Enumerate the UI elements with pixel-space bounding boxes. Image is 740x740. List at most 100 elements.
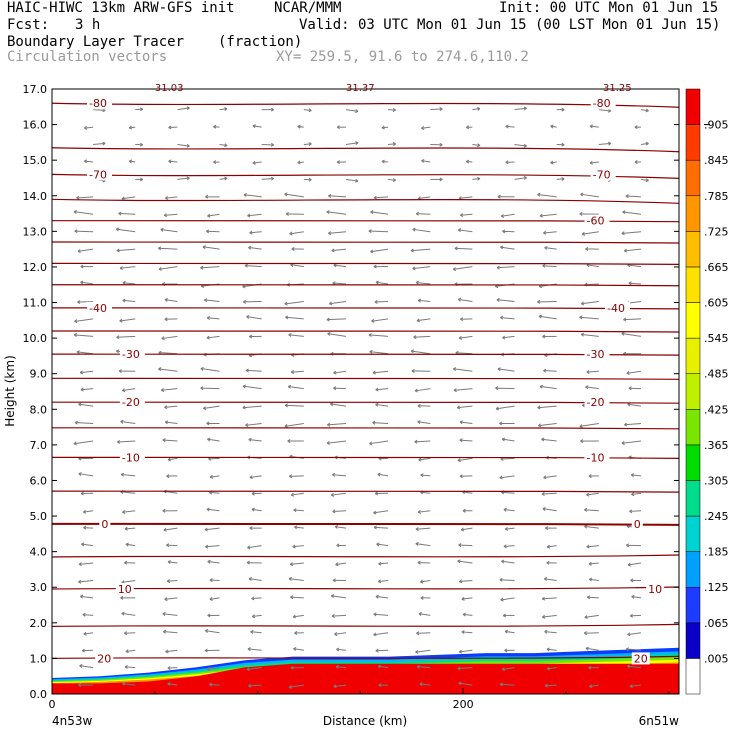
wind-vector: [247, 545, 262, 550]
wind-vector: [292, 544, 304, 549]
forecast-hours: 3 h: [75, 17, 101, 33]
wind-vector: [459, 438, 473, 443]
colorbar-label: .065: [704, 617, 729, 630]
wind-vector: [118, 211, 136, 216]
wind-vector: [116, 248, 136, 253]
wind-vector: [556, 107, 565, 112]
isotherm-label-bg: [584, 214, 610, 227]
wind-vector: [79, 664, 94, 669]
wind-vector: [158, 266, 178, 271]
wind-vector: [581, 231, 599, 236]
wind-vector: [327, 331, 347, 337]
wind-vector: [83, 525, 94, 530]
wind-vector: [160, 227, 178, 233]
wind-vector: [160, 388, 178, 392]
wind-vector: [120, 595, 136, 600]
forecast-label: Fcst:: [7, 17, 50, 33]
isotherm-label-bg: [631, 652, 650, 665]
isotherm-label-bg: [119, 451, 145, 464]
wind-vector: [460, 527, 473, 532]
wind-vector: [416, 318, 431, 323]
wind-vector: [335, 562, 347, 567]
wind-vector: [430, 107, 443, 111]
wind-vector: [495, 405, 515, 411]
wind-vector: [623, 248, 642, 253]
isotherm-line: [51, 307, 680, 310]
isotherm-label: -70: [89, 168, 107, 181]
wind-vector: [161, 335, 178, 341]
wind-vector: [294, 630, 304, 635]
isotherm-label: 20: [97, 652, 111, 665]
wind-vector: [370, 248, 389, 254]
isotherm-line: [51, 284, 680, 287]
wind-vector: [374, 299, 389, 304]
wind-vector: [373, 510, 389, 515]
wind-vector: [332, 509, 346, 514]
wind-vector: [164, 195, 178, 200]
wind-vector: [585, 646, 599, 651]
wind-vector: [586, 544, 599, 549]
wind-vector: [331, 248, 347, 253]
wind-vector: [544, 245, 557, 250]
wind-vector: [579, 315, 599, 320]
wind-vector: [219, 107, 228, 111]
isotherm-line: [51, 102, 680, 108]
wind-vector: [472, 106, 481, 111]
wind-vector: [326, 440, 347, 445]
wind-vector: [135, 177, 144, 182]
x-tick-label: 200: [453, 698, 474, 711]
wind-vector: [417, 403, 431, 408]
wind-vector: [297, 160, 304, 165]
wind-vector: [122, 681, 136, 686]
wind-vector: [588, 474, 599, 479]
wind-vector: [499, 682, 515, 687]
wind-vector: [284, 423, 304, 428]
wind-vector: [514, 106, 527, 111]
wind-vector: [303, 177, 312, 182]
wind-vector: [546, 544, 557, 549]
wind-vector: [336, 543, 346, 548]
wind-vector: [290, 370, 304, 374]
top-labels: 31.03 31.37 31.25: [155, 83, 632, 94]
wind-vector: [177, 176, 190, 181]
wind-vector: [373, 195, 389, 200]
wind-vector: [124, 526, 136, 531]
wind-vector: [371, 318, 389, 323]
wind-vector: [580, 439, 599, 444]
wind-vector: [430, 177, 443, 182]
isotherm-label: 0: [101, 518, 108, 531]
wind-vector: [514, 143, 527, 148]
wind-vector: [287, 439, 304, 443]
wind-vector: [77, 248, 94, 254]
wind-vector: [495, 386, 515, 391]
isotherm-label: -30: [122, 348, 140, 361]
wind-vector: [261, 142, 275, 147]
wind-vector: [242, 299, 262, 304]
wind-vector: [167, 560, 178, 565]
wind-vector: [378, 683, 389, 688]
y-tick-label: 6.0: [30, 474, 48, 487]
wind-vector: [334, 524, 347, 529]
wind-vector: [293, 647, 304, 651]
wind-vector: [501, 437, 515, 442]
wind-vector: [285, 211, 304, 216]
wind-vector: [164, 420, 178, 425]
wind-vector: [457, 559, 473, 564]
wind-vector: [330, 594, 347, 599]
wind-vector: [454, 246, 473, 251]
wind-vector: [82, 509, 94, 514]
wind-vector: [453, 388, 473, 393]
wind-vector: [78, 683, 94, 688]
model-title: HAIC-HIWC 13km ARW-GFS init: [7, 0, 235, 16]
cross-section-coords: XY= 259.5, 91.6 to 274.6,110.2: [276, 49, 529, 65]
colorbar-label: .185: [704, 546, 729, 559]
wind-vector: [135, 107, 144, 112]
isotherm-line: [51, 554, 680, 558]
wind-vector: [219, 176, 228, 181]
wind-vector: [626, 664, 642, 669]
wind-vector: [244, 263, 262, 268]
wind-vector: [586, 595, 599, 600]
y-tick-label: 8.0: [30, 403, 48, 416]
wind-vector: [545, 526, 557, 531]
isotherm-line: [51, 147, 680, 153]
